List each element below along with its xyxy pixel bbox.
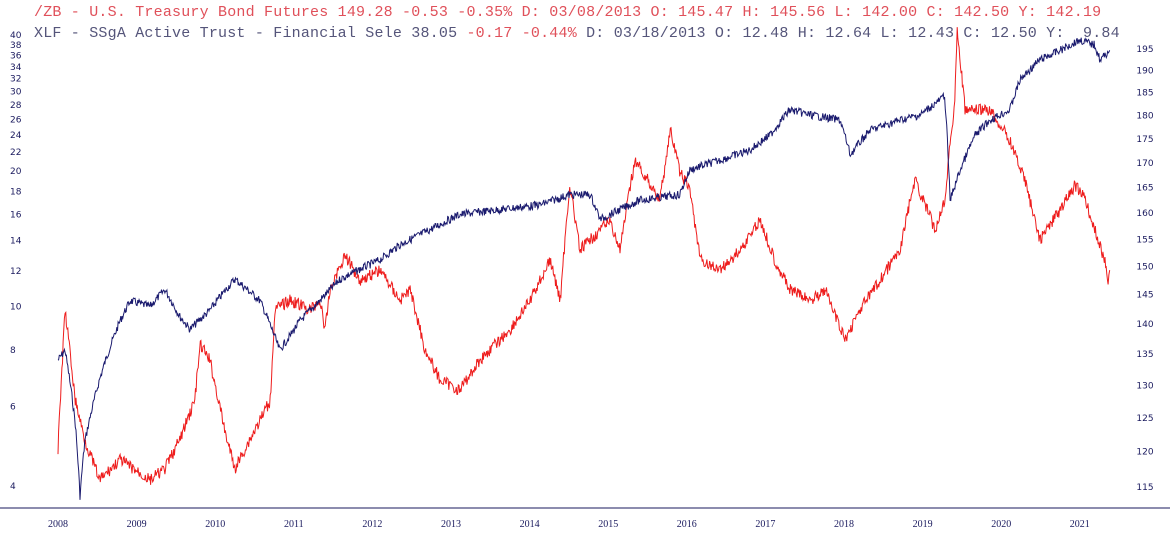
right-tick-label: 170 [1136, 159, 1153, 169]
right-tick-label: 140 [1136, 320, 1153, 330]
xlf-legend-ohlc: D: 03/18/2013 O: 12.48 H: 12.64 L: 12.43… [576, 25, 1120, 42]
right-tick-label: 180 [1136, 111, 1153, 121]
x-tick-label: 2012 [362, 519, 382, 530]
right-tick-label: 135 [1136, 350, 1153, 360]
x-tick-label: 2017 [755, 519, 775, 530]
right-tick-label: 115 [1136, 483, 1153, 493]
x-tick-label: 2016 [677, 519, 697, 530]
x-tick-label: 2009 [127, 519, 147, 530]
x-tick-label: 2011 [284, 519, 304, 530]
x-axis-ticks: 2008 2009 2010 2011 2012 2013 2014 2015 2016 2017… [48, 519, 1090, 530]
x-tick-label: 2015 [598, 519, 618, 530]
left-tick-label: 34 [10, 63, 22, 73]
xlf-series-line [57, 37, 1111, 500]
left-tick-label: 26 [10, 115, 22, 125]
left-tick-label: 38 [10, 41, 22, 51]
left-tick-label: 14 [10, 237, 22, 247]
xlf-legend-change: -0.17 -0.44% [457, 25, 577, 42]
x-tick-label: 2014 [520, 519, 540, 530]
left-tick-label: 16 [10, 210, 22, 220]
xlf-legend-name: XLF - SSgA Active Trust - Financial Sele… [34, 25, 458, 42]
zb-legend-header: /ZB - U.S. Treasury Bond Futures 149.28 … [34, 4, 1102, 21]
x-tick-label: 2021 [1070, 519, 1090, 530]
x-tick-label: 2019 [913, 519, 933, 530]
left-tick-label: 8 [10, 346, 16, 356]
right-axis-ticks: 195 190 185 180 175 170 165 160 155 150 145 140 135 1… [1136, 45, 1153, 493]
x-tick-label: 2018 [834, 519, 854, 530]
right-tick-label: 150 [1136, 263, 1153, 273]
x-tick-label: 2020 [991, 519, 1011, 530]
left-tick-label: 24 [10, 131, 22, 141]
right-tick-label: 165 [1136, 184, 1153, 194]
left-tick-label: 22 [10, 148, 21, 158]
right-tick-label: 195 [1136, 45, 1153, 55]
left-tick-label: 30 [10, 87, 22, 97]
x-tick-label: 2008 [48, 519, 68, 530]
left-tick-label: 40 [10, 31, 22, 41]
right-tick-label: 145 [1136, 291, 1153, 301]
right-tick-label: 160 [1136, 209, 1153, 219]
left-tick-label: 4 [10, 482, 16, 492]
x-tick-label: 2010 [205, 519, 225, 530]
right-tick-label: 120 [1136, 448, 1153, 458]
left-tick-label: 18 [10, 187, 22, 197]
left-tick-label: 10 [10, 303, 22, 313]
right-tick-label: 155 [1136, 235, 1153, 245]
left-tick-label: 36 [10, 52, 22, 62]
right-tick-label: 125 [1136, 414, 1153, 424]
right-tick-label: 175 [1136, 135, 1153, 145]
right-tick-label: 130 [1136, 381, 1153, 391]
left-tick-label: 28 [10, 101, 22, 111]
left-tick-label: 20 [10, 167, 22, 177]
right-tick-label: 185 [1136, 89, 1153, 99]
left-tick-label: 12 [10, 267, 21, 277]
zb-series-line [57, 27, 1111, 485]
left-tick-label: 32 [10, 75, 21, 85]
left-tick-label: 6 [10, 403, 16, 413]
x-tick-label: 2013 [441, 519, 461, 530]
xlf-legend-header: XLF - SSgA Active Trust - Financial Sele… [34, 25, 1120, 42]
right-tick-label: 190 [1136, 67, 1153, 77]
